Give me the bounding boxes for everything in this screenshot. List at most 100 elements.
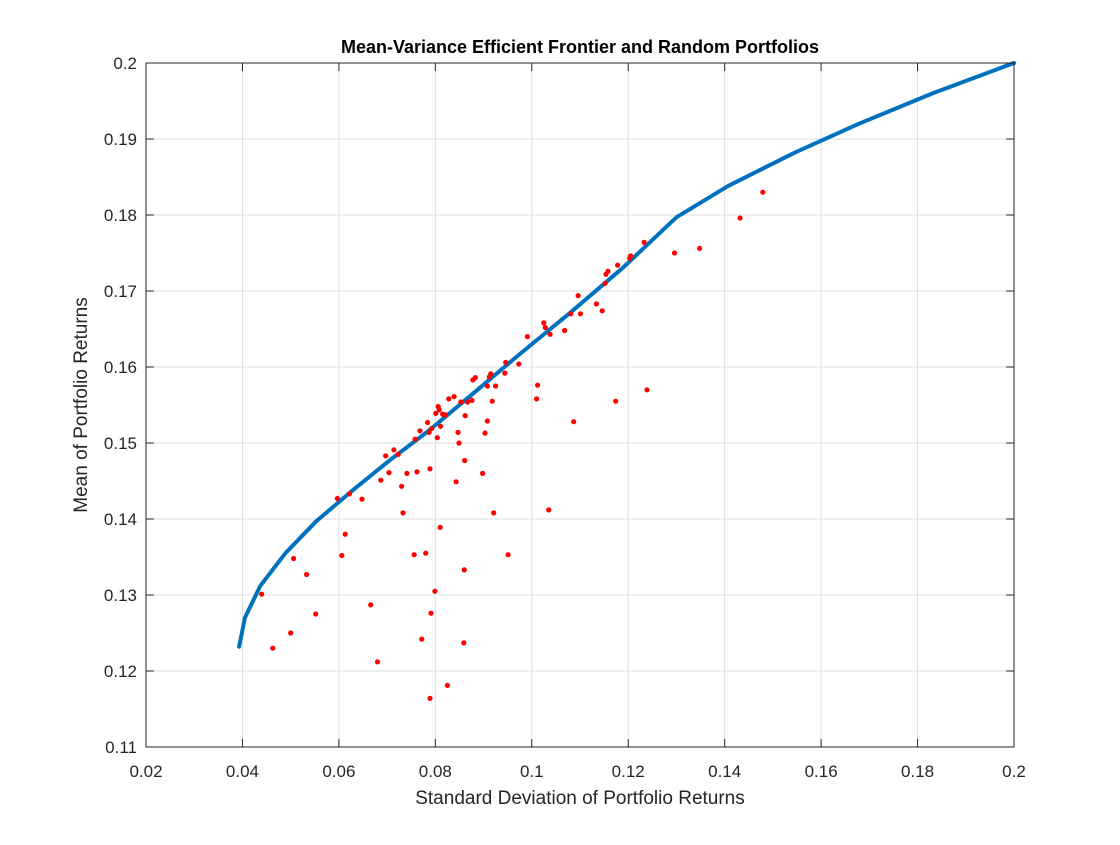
portfolio-point: [436, 407, 442, 413]
portfolio-point: [342, 531, 348, 537]
portfolio-point: [462, 413, 468, 419]
portfolio-point: [502, 370, 508, 376]
portfolio-point: [671, 250, 678, 256]
x-tick-label: 0.14: [708, 762, 741, 781]
portfolio-point: [451, 394, 457, 400]
portfolio-point: [503, 359, 509, 365]
portfolio-point: [534, 396, 540, 402]
portfolio-point: [417, 428, 423, 434]
portfolio-point: [465, 399, 471, 405]
portfolio-point: [456, 440, 462, 446]
y-tick-label: 0.12: [104, 662, 137, 681]
portfolio-point: [602, 280, 608, 286]
portfolio-point: [455, 429, 461, 435]
portfolio-points: [259, 189, 766, 702]
y-tick-label: 0.17: [104, 282, 137, 301]
portfolio-point: [516, 361, 522, 367]
x-tick-label: 0.18: [901, 762, 934, 781]
portfolio-point: [444, 682, 450, 689]
chart-title: Mean-Variance Efficient Frontier and Ran…: [341, 37, 819, 57]
efficient-frontier-line: [237, 61, 1016, 649]
y-tick-label: 0.11: [105, 738, 137, 757]
portfolio-point: [419, 636, 425, 642]
portfolio-point: [484, 383, 490, 389]
x-tick-labels: 0.02 0.04 0.06 0.08 0.1 0.12 0.14 0.16 0.18 0.2: [129, 63, 1026, 781]
portfolio-point: [737, 215, 743, 221]
y-tick-label: 0.19: [104, 130, 137, 149]
portfolio-point: [641, 239, 647, 245]
portfolio-point: [427, 695, 433, 702]
portfolio-point: [339, 552, 345, 559]
portfolio-point: [462, 457, 468, 464]
portfolio-point: [428, 610, 434, 616]
portfolio-point: [453, 479, 459, 485]
portfolio-point: [547, 331, 553, 337]
frontier-layer: [237, 61, 1016, 649]
portfolio-point: [291, 555, 297, 562]
portfolio-point: [484, 418, 490, 424]
y-tick-label: 0.13: [104, 586, 137, 605]
x-tick-label: 0.2: [1002, 762, 1026, 781]
portfolio-point: [359, 496, 365, 502]
portfolio-point: [599, 308, 605, 314]
portfolio-point: [458, 399, 464, 405]
portfolio-point: [432, 588, 438, 594]
y-tick-label: 0.14: [104, 510, 137, 529]
portfolio-point: [488, 371, 494, 377]
portfolio-point: [391, 447, 397, 453]
portfolio-point: [760, 189, 766, 195]
portfolio-point: [593, 301, 600, 307]
portfolio-point: [535, 382, 541, 388]
portfolio-point: [399, 483, 405, 489]
x-tick-label: 0.04: [226, 762, 259, 781]
portfolio-point: [423, 550, 429, 556]
portfolio-point: [425, 419, 431, 426]
portfolio-point: [546, 507, 552, 513]
x-tick-label: 0.08: [419, 762, 452, 781]
x-tick-label: 0.16: [805, 762, 838, 781]
y-tick-label: 0.2: [113, 54, 137, 73]
portfolio-point: [259, 591, 265, 597]
portfolio-point: [426, 429, 432, 435]
portfolio-point: [493, 383, 499, 389]
portfolio-point: [270, 645, 276, 651]
portfolio-point: [472, 375, 478, 381]
y-tick-labels: 0.11 0.12 0.13 0.14 0.15 0.16 0.17 0.18 0.19 0.2: [104, 54, 1014, 757]
portfolio-point: [414, 469, 420, 475]
plot-area: [146, 63, 1014, 747]
portfolio-point: [346, 491, 353, 497]
portfolio-point: [505, 552, 511, 558]
x-axis-label: Standard Deviation of Portfolio Returns: [415, 788, 745, 809]
portfolio-point: [404, 470, 410, 476]
portfolio-point: [313, 611, 319, 617]
portfolio-point: [469, 397, 475, 403]
portfolio-point: [428, 426, 435, 432]
portfolio-point: [461, 567, 467, 573]
portfolio-point: [412, 436, 418, 442]
portfolio-point: [615, 262, 621, 268]
portfolio-point: [438, 423, 444, 429]
portfolio-point: [395, 451, 401, 457]
portfolio-point: [562, 327, 568, 334]
y-tick-label: 0.16: [104, 358, 137, 377]
y-tick-label: 0.15: [104, 434, 137, 453]
portfolio-point: [446, 396, 452, 402]
axes-box: [145, 62, 1015, 748]
portfolio-point: [461, 640, 467, 646]
portfolio-point: [433, 410, 439, 416]
portfolio-point: [434, 435, 440, 441]
portfolio-point: [524, 334, 531, 340]
portfolio-point: [374, 659, 381, 665]
portfolio-point: [480, 470, 486, 476]
portfolio-point: [613, 398, 619, 404]
x-tick-label: 0.02: [129, 762, 162, 781]
portfolio-point: [304, 571, 310, 578]
portfolio-point: [400, 510, 406, 516]
portfolio-point: [482, 430, 488, 436]
y-tick-label: 0.18: [104, 206, 137, 225]
y-axis-label: Mean of Portfolio Returns: [71, 297, 92, 512]
x-tick-label: 0.06: [322, 762, 355, 781]
portfolio-point: [605, 268, 611, 274]
